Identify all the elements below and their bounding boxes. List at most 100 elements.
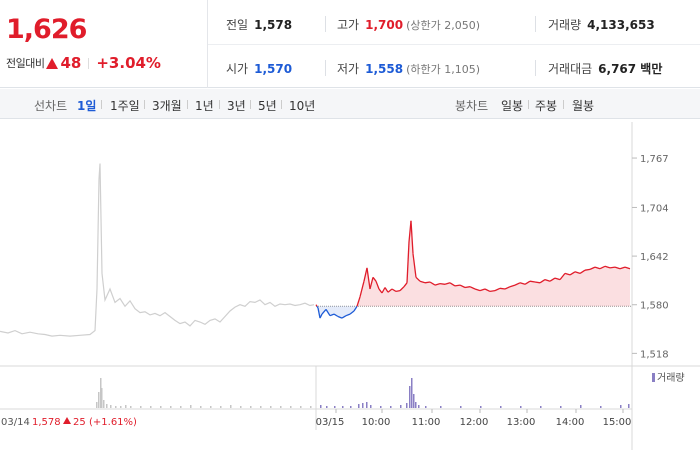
today-area	[480, 289, 485, 307]
volume-bar-today	[400, 405, 402, 408]
prev-day-up-icon	[63, 417, 71, 424]
today-line-segment	[395, 289, 401, 293]
today-area	[520, 282, 525, 307]
stat-label: 시가	[226, 62, 249, 76]
today-area	[620, 267, 625, 307]
volume-bar-prev	[100, 378, 102, 408]
today-line-segment	[464, 286, 471, 289]
today-line-segment	[489, 289, 496, 293]
x-tick-label: 03/15	[316, 417, 345, 428]
volume-bar-prev	[106, 404, 108, 408]
tab-1day[interactable]: 1일	[77, 99, 97, 113]
today-area	[420, 281, 425, 307]
x-tick-label: 12:00	[460, 417, 489, 428]
today-area	[416, 277, 420, 307]
today-line-segment	[384, 287, 389, 293]
y-tick-label: 1,704	[640, 203, 669, 214]
today-area	[560, 273, 565, 307]
today-line-segment	[544, 278, 551, 282]
today-area	[450, 282, 455, 307]
today-area	[445, 282, 450, 307]
today-line-segment	[359, 281, 365, 298]
volume-bar-prev	[115, 406, 117, 408]
tab-divider	[144, 100, 145, 109]
today-area	[460, 285, 465, 307]
today-line-segment	[337, 315, 343, 319]
change-row: 전일대비 48 +3.04%	[6, 54, 161, 72]
volume-bar-prev	[250, 406, 252, 408]
volume-bar-prev	[140, 406, 142, 408]
tab-monthly-candle[interactable]: 월봉	[572, 99, 595, 113]
stat-value: 4,133,653	[587, 18, 655, 32]
volume-bar-prev	[170, 406, 172, 408]
change-value: 48	[60, 54, 82, 72]
today-area	[388, 289, 392, 307]
tab-divider	[187, 100, 188, 109]
today-area	[413, 253, 416, 307]
today-area	[411, 220, 413, 307]
y-tick-label: 1,642	[640, 252, 669, 263]
today-line-segment	[356, 296, 361, 307]
today-area	[600, 266, 605, 307]
prev-day-line	[0, 163, 315, 337]
volume-bar-today	[413, 394, 415, 408]
y-tick-label: 1,767	[640, 154, 669, 165]
volume-bar-prev	[280, 406, 282, 408]
x-tick-label: 14:00	[556, 417, 585, 428]
today-line-segment	[574, 271, 581, 275]
tab-1year[interactable]: 1년	[195, 99, 214, 113]
stat-high: 고가 1,700 (상한가 2,050)	[337, 16, 480, 33]
change-percent: +3.04%	[96, 54, 161, 72]
tab-divider	[281, 100, 282, 109]
volume-bar-today	[362, 403, 364, 408]
today-line-segment	[454, 284, 461, 287]
today-area	[396, 290, 400, 307]
tab-3month[interactable]: 3개월	[152, 99, 182, 113]
today-area	[585, 269, 590, 307]
today-area	[515, 282, 520, 307]
today-area	[485, 289, 490, 307]
volume-bar-prev	[220, 406, 222, 408]
today-line-segment	[479, 288, 486, 292]
stat-open: 시가 1,570	[226, 60, 292, 77]
volume-bar-today	[628, 404, 630, 408]
volume-bar-prev	[200, 406, 202, 408]
today-line-segment	[429, 281, 436, 286]
tab-weekly-candle[interactable]: 주봉	[535, 99, 558, 113]
volume-bar-today	[440, 406, 442, 408]
volume-bar-today	[415, 402, 417, 408]
tab-divider	[219, 100, 220, 109]
volume-bar-today	[320, 405, 322, 408]
prev-day-date: 03/14	[1, 417, 30, 428]
today-line-segment	[366, 267, 371, 290]
today-line-segment	[469, 286, 476, 290]
today-area	[435, 283, 440, 307]
tab-daily-candle[interactable]: 일봉	[501, 99, 524, 113]
today-area	[570, 271, 575, 307]
volume-bar-today	[418, 405, 420, 408]
today-line-segment	[363, 267, 368, 282]
today-area	[338, 306, 342, 319]
tab-10year[interactable]: 10년	[289, 99, 316, 113]
today-line-segment	[509, 284, 516, 288]
candle-chart-title: 봉차트	[455, 99, 489, 113]
tab-3year[interactable]: 3년	[227, 99, 246, 113]
chart-tab-bar: 선차트 1일 1주일 3개월 1년 3년 5년 10년 봉차트 일봉 주봉 월봉	[0, 89, 700, 119]
tab-5year[interactable]: 5년	[258, 99, 277, 113]
prev-day-pct: (+1.61%)	[89, 417, 137, 428]
volume-bar-today	[620, 405, 622, 408]
stat-value: 1,700	[365, 18, 404, 32]
today-area	[350, 306, 354, 315]
today-line-segment	[504, 286, 511, 290]
stat-label: 전일	[226, 18, 249, 32]
volume-bar-today	[366, 402, 368, 408]
today-line-segment	[529, 280, 536, 283]
today-area	[342, 306, 346, 319]
today-line-segment	[589, 266, 596, 270]
today-area	[580, 270, 585, 307]
tab-1week[interactable]: 1주일	[110, 99, 140, 113]
volume-bar-prev	[300, 406, 302, 408]
stat-label: 고가	[337, 18, 360, 32]
today-line-segment	[474, 288, 481, 292]
stat-value: 1,578	[254, 18, 293, 32]
